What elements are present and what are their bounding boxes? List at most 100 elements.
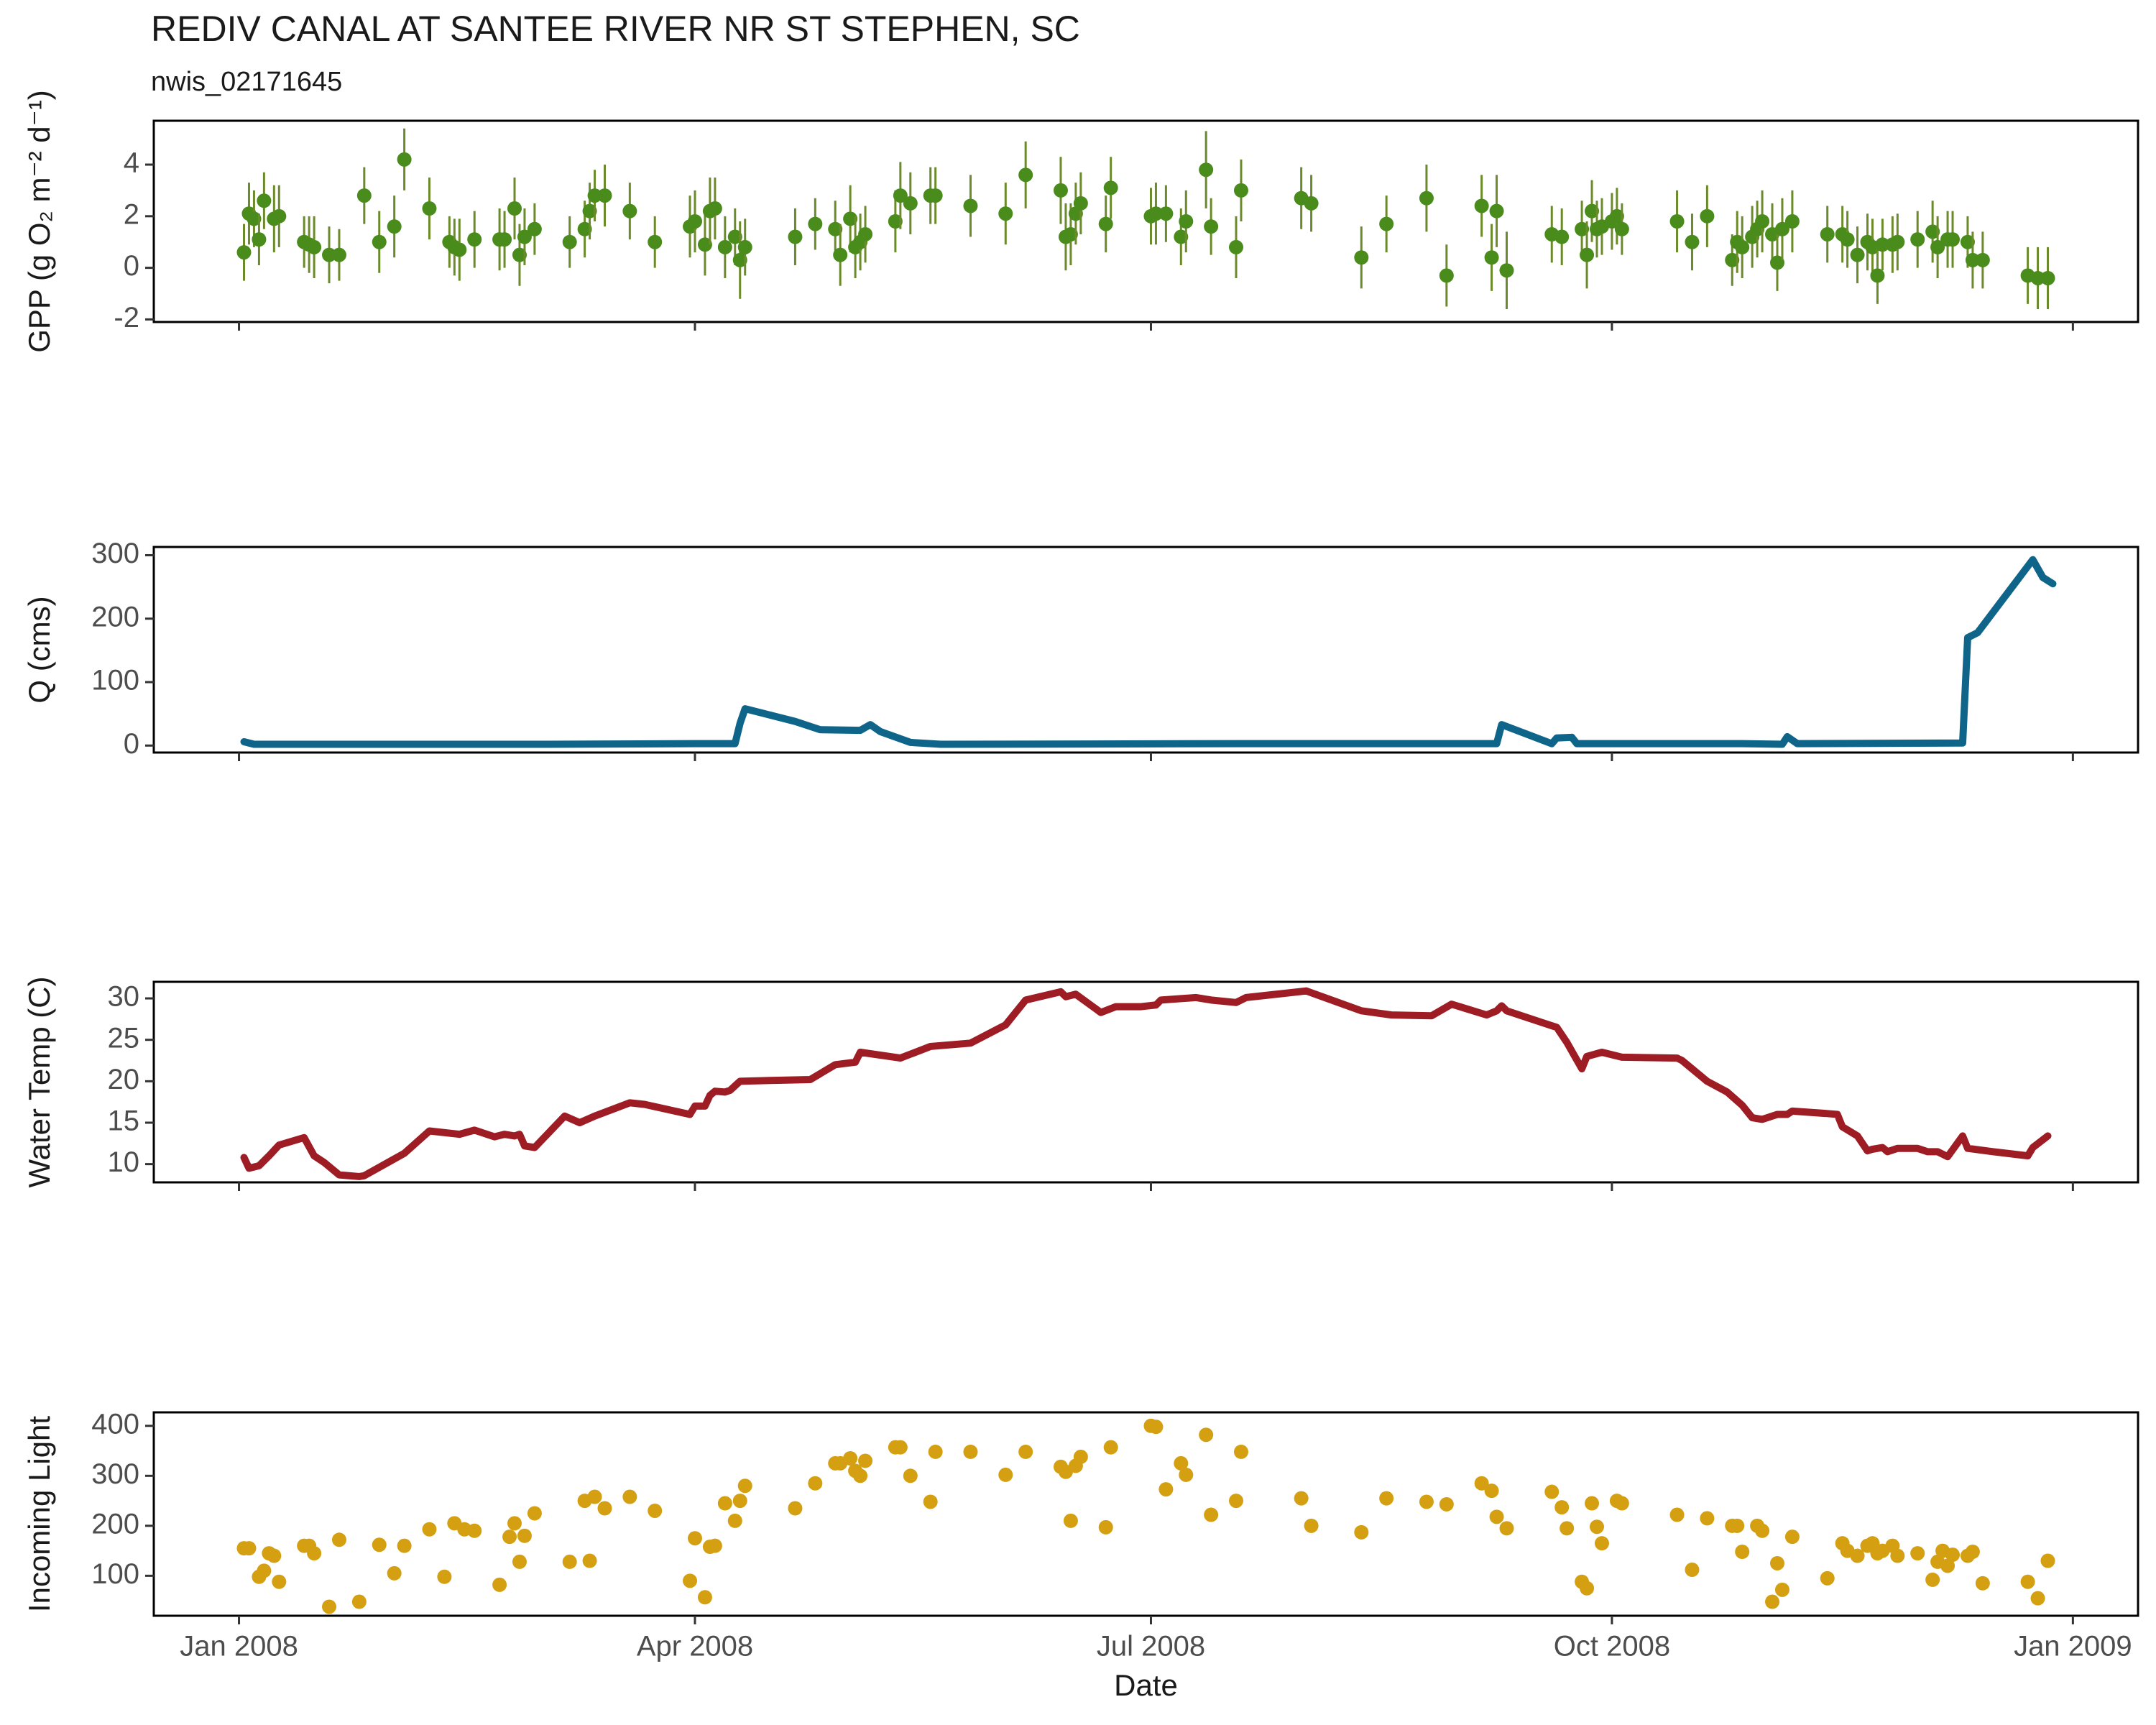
point bbox=[517, 229, 532, 244]
point bbox=[1580, 1581, 1595, 1596]
point bbox=[1940, 1558, 1955, 1573]
point bbox=[1063, 1513, 1078, 1528]
point bbox=[737, 1478, 752, 1494]
point bbox=[1474, 198, 1489, 213]
y-tick-label: 20 bbox=[108, 1064, 140, 1095]
point bbox=[1148, 206, 1164, 221]
x-tick-label: Oct 2008 bbox=[1554, 1631, 1670, 1662]
point bbox=[1474, 1476, 1489, 1491]
point bbox=[1439, 1496, 1454, 1512]
point bbox=[1073, 1449, 1088, 1464]
point bbox=[1614, 221, 1629, 236]
y-tick-label: 100 bbox=[91, 665, 139, 696]
point bbox=[597, 188, 612, 203]
point bbox=[1910, 232, 1925, 247]
point bbox=[1594, 1536, 1609, 1551]
y-tick-label: 400 bbox=[91, 1408, 139, 1440]
point bbox=[252, 232, 267, 247]
point bbox=[1850, 1548, 1865, 1563]
point bbox=[1585, 1496, 1600, 1511]
point bbox=[1063, 226, 1078, 242]
point bbox=[1174, 1455, 1189, 1471]
point bbox=[928, 188, 943, 203]
point bbox=[1489, 1509, 1504, 1524]
chart-title: REDIV CANAL AT SANTEE RIVER NR ST STEPHE… bbox=[151, 9, 1080, 49]
point bbox=[1784, 214, 1800, 229]
point bbox=[697, 1590, 712, 1605]
x-tick-label: Jan 2008 bbox=[180, 1631, 298, 1662]
point bbox=[517, 1528, 532, 1543]
point bbox=[688, 1531, 702, 1546]
point bbox=[1229, 239, 1243, 254]
point bbox=[1103, 1440, 1118, 1455]
point bbox=[507, 201, 522, 216]
y-axis-title: Q (cms) bbox=[22, 596, 56, 703]
point bbox=[1158, 1482, 1174, 1497]
point bbox=[562, 234, 577, 249]
point bbox=[467, 1523, 482, 1538]
point bbox=[2030, 270, 2045, 285]
point bbox=[688, 214, 702, 229]
point bbox=[1945, 232, 1961, 247]
y-tick-label: 200 bbox=[91, 601, 139, 632]
point bbox=[307, 239, 322, 254]
point bbox=[331, 1532, 346, 1547]
point bbox=[1925, 1572, 1940, 1587]
point bbox=[236, 245, 252, 260]
point bbox=[1820, 226, 1835, 242]
point bbox=[467, 232, 482, 247]
point bbox=[1870, 268, 1885, 283]
point bbox=[928, 1444, 943, 1459]
point bbox=[1229, 1494, 1243, 1509]
point bbox=[372, 234, 387, 249]
point bbox=[387, 1565, 402, 1581]
point bbox=[843, 211, 858, 226]
point bbox=[1765, 1594, 1780, 1609]
point bbox=[1735, 239, 1750, 254]
point bbox=[1755, 214, 1770, 229]
point bbox=[1073, 196, 1088, 211]
point bbox=[1053, 183, 1068, 198]
point bbox=[1560, 1521, 1575, 1536]
point bbox=[923, 1494, 938, 1509]
point bbox=[1018, 167, 1033, 183]
point bbox=[452, 242, 467, 257]
y-axis-title: GPP (g O₂ m⁻² d⁻¹) bbox=[22, 90, 56, 353]
point bbox=[808, 1476, 823, 1491]
y-tick-label: 300 bbox=[91, 538, 139, 569]
x-tick-label: Jul 2008 bbox=[1097, 1631, 1205, 1662]
y-tick-label: 15 bbox=[108, 1105, 140, 1137]
point bbox=[998, 1467, 1013, 1482]
point bbox=[1158, 206, 1174, 221]
point bbox=[1233, 1444, 1248, 1459]
point bbox=[1294, 1491, 1309, 1506]
y-axis-title: Water Temp (C) bbox=[22, 976, 56, 1187]
point bbox=[1580, 247, 1595, 262]
point bbox=[397, 152, 412, 167]
point bbox=[507, 1516, 522, 1531]
point bbox=[903, 196, 918, 211]
point bbox=[1554, 1500, 1570, 1515]
point bbox=[1304, 196, 1319, 211]
point bbox=[697, 237, 712, 252]
point bbox=[833, 247, 848, 262]
point bbox=[272, 1574, 287, 1589]
point bbox=[562, 1554, 577, 1569]
point bbox=[707, 201, 722, 216]
point bbox=[1930, 239, 1945, 254]
x-tick-label: Jan 2009 bbox=[2014, 1631, 2132, 1662]
point bbox=[1098, 216, 1113, 231]
point bbox=[717, 239, 732, 254]
point bbox=[1614, 1496, 1629, 1511]
panel-border bbox=[152, 119, 2139, 323]
point bbox=[858, 1453, 873, 1468]
point bbox=[853, 1468, 868, 1484]
panel-border bbox=[152, 980, 2139, 1184]
point bbox=[1354, 1524, 1369, 1540]
point bbox=[372, 1537, 387, 1552]
point bbox=[512, 247, 527, 262]
point bbox=[1840, 232, 1855, 247]
y-tick-label: 10 bbox=[108, 1146, 140, 1178]
point bbox=[1960, 234, 1975, 249]
line bbox=[240, 556, 2057, 748]
